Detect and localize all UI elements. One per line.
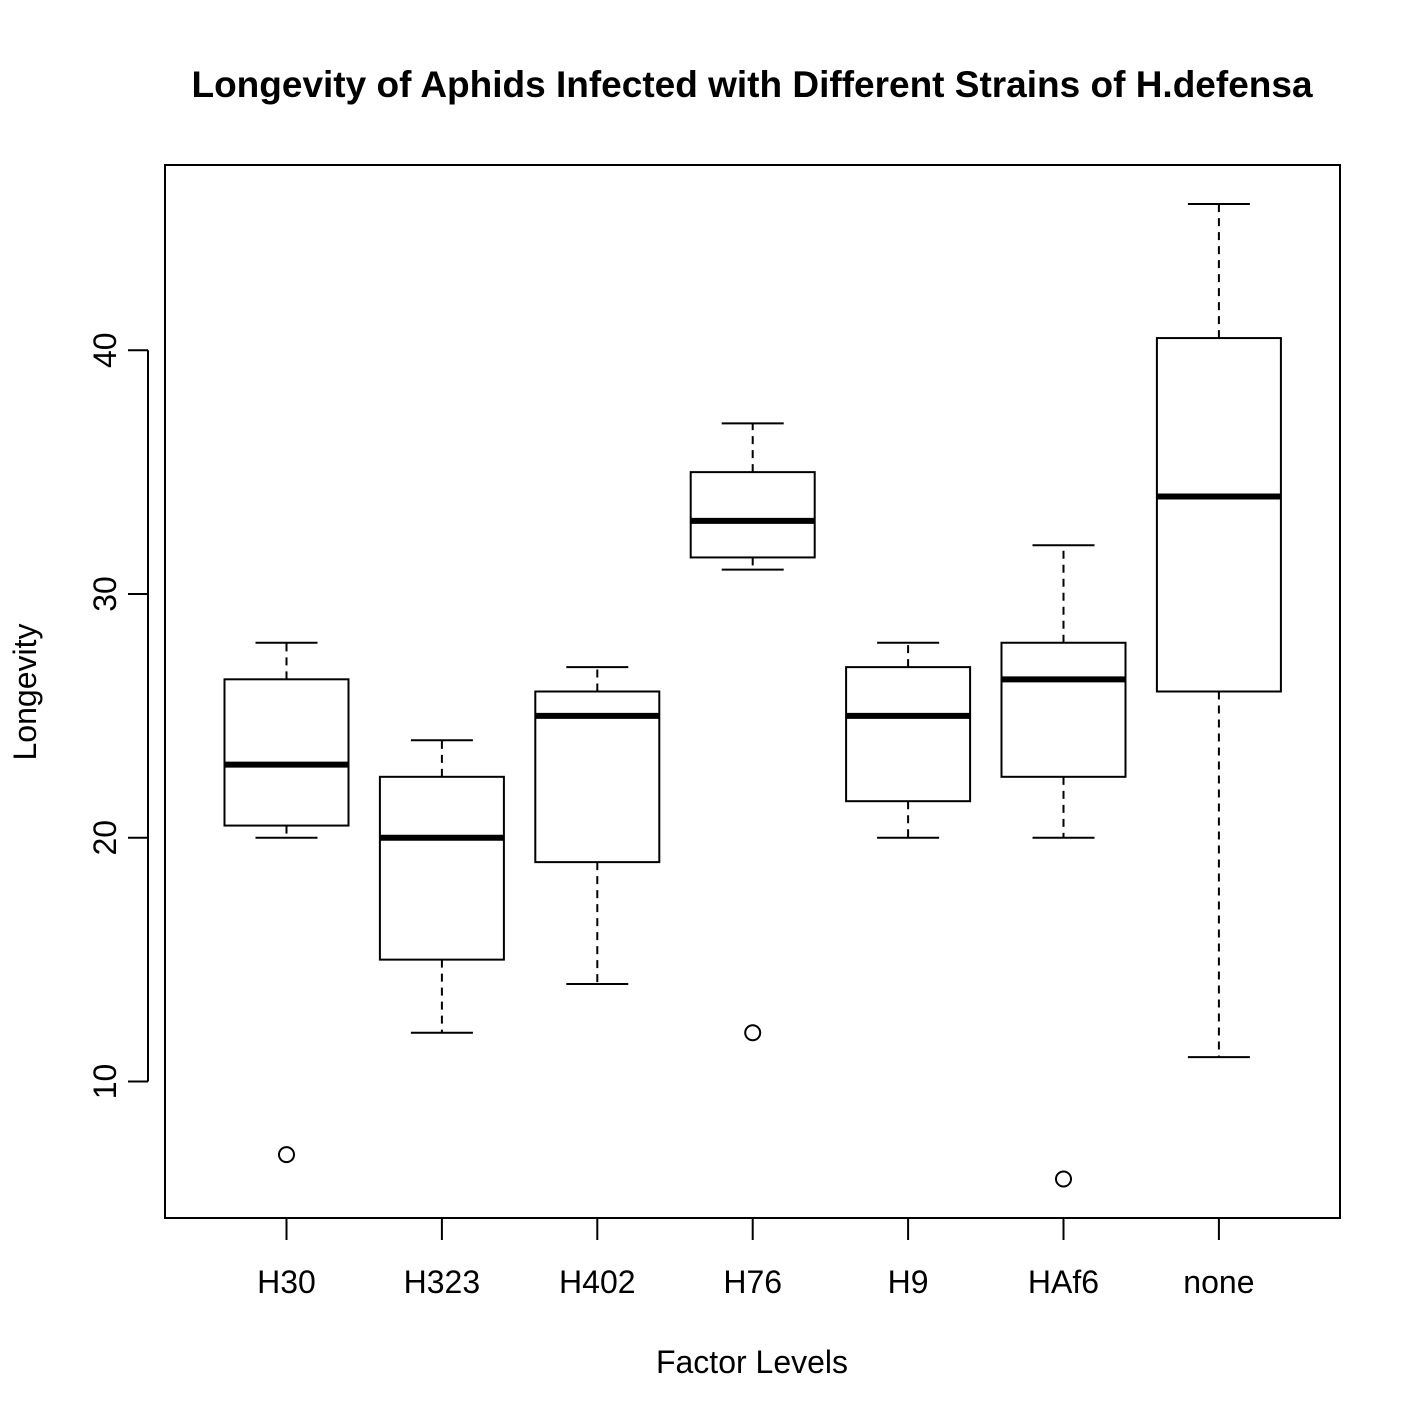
x-tick-label: H402 <box>559 1264 636 1300</box>
outlier-point <box>744 1024 762 1042</box>
x-tick-label: HAf6 <box>1028 1264 1099 1300</box>
box-haf6 <box>1000 544 1127 1188</box>
box-h323 <box>378 739 505 1034</box>
x-tick-label: H323 <box>404 1264 481 1300</box>
x-tick-label: H9 <box>888 1264 929 1300</box>
box-body <box>534 690 661 864</box>
x-axis-label: Factor Levels <box>656 1344 848 1380</box>
box-body <box>689 471 816 559</box>
box-h402 <box>534 666 661 985</box>
y-tick-label: 40 <box>87 332 123 368</box>
y-axis-label: Longevity <box>7 624 43 761</box>
box-h76 <box>689 422 816 1042</box>
box-body <box>378 775 505 961</box>
y-tick-label: 30 <box>87 576 123 612</box>
x-tick-label: none <box>1183 1264 1254 1300</box>
y-tick-label: 10 <box>87 1064 123 1100</box>
box-h30 <box>223 641 350 1164</box>
outlier-point <box>278 1146 295 1164</box>
y-axis: 10 20 30 40 <box>87 332 149 1100</box>
outlier-point <box>1055 1170 1072 1188</box>
chart-title: Longevity of Aphids Infected with Differ… <box>191 64 1312 105</box>
box-none <box>1155 203 1282 1059</box>
x-axis: H30 H323 H402 H76 H9 HAf6 none <box>257 1218 1254 1300</box>
y-tick-label: 20 <box>87 820 123 856</box>
x-tick-label: H76 <box>723 1264 782 1300</box>
boxes-group <box>223 203 1282 1188</box>
box-body <box>1000 641 1127 778</box>
box-body <box>223 678 350 827</box>
box-body <box>845 666 972 803</box>
box-body <box>1155 337 1282 693</box>
box-h9 <box>845 641 972 839</box>
x-tick-label: H30 <box>257 1264 316 1300</box>
